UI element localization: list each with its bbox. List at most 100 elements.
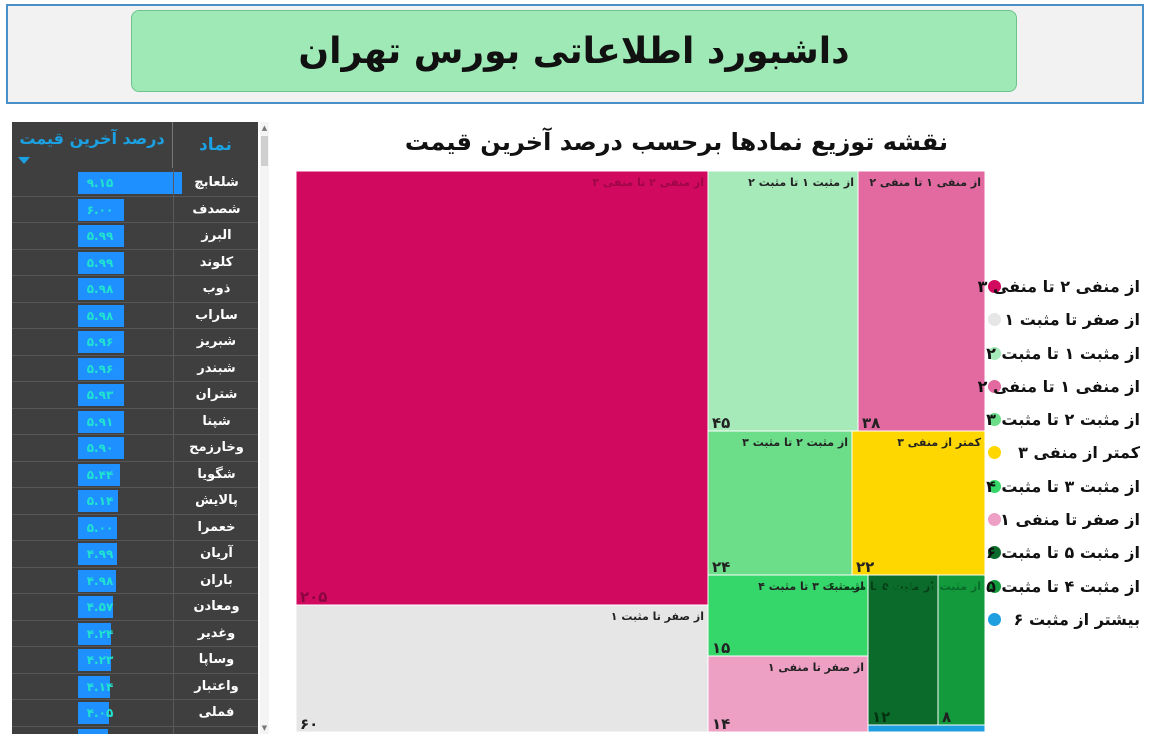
percent-value: ۵.۹۳: [86, 388, 114, 402]
percent-value: ۵.۹۹: [86, 229, 114, 243]
percent-value: ۵.۹۶: [86, 335, 114, 349]
treemap-tile[interactable]: [867, 724, 986, 733]
table-row[interactable]: ۴.۲۴ وغدیر: [12, 620, 258, 647]
table-row[interactable]: ۴.۱۴ واعتبار: [12, 673, 258, 700]
legend-dot: [988, 280, 1001, 293]
legend-item[interactable]: از مثبت ۴ تا مثبت ۵: [984, 572, 1144, 605]
legend-label: از مثبت ۲ تا مثبت ۳: [986, 410, 1140, 430]
chart-title: نقشه توزیع نمادها برحسب درصد آخرین قیمت: [404, 128, 948, 156]
table-row[interactable]: [12, 726, 258, 734]
table-row[interactable]: ۴.۹۸ باران: [12, 567, 258, 594]
symbol-cell: شبندر: [173, 355, 258, 381]
legend-item[interactable]: بیشتر از مثبت ۶: [984, 605, 1144, 638]
legend-label: از مثبت ۵ تا مثبت ۶: [986, 543, 1140, 563]
symbol-cell: واعتبار: [173, 673, 258, 699]
tile-label: کمتر از منفی ۳: [897, 436, 981, 449]
table-row[interactable]: ۵.۹۹ کلوند: [12, 249, 258, 276]
legend-item[interactable]: از منفی ۲ تا منفی ۳: [978, 272, 1144, 305]
legend-item[interactable]: کمتر از منفی ۳: [984, 438, 1144, 471]
symbol-cell: فملی: [173, 700, 258, 726]
treemap-tile[interactable]: [707, 655, 869, 733]
table-scrollbar[interactable]: ▲ ▼: [260, 122, 269, 734]
treemap-tile[interactable]: [295, 170, 709, 606]
percent-value: ۵.۱۴: [86, 494, 114, 508]
table-row[interactable]: ۵.۴۴ شگویا: [12, 461, 258, 488]
legend-item[interactable]: از صفر تا منفی ۱: [984, 505, 1144, 538]
symbol-cell: خعمرا: [173, 514, 258, 540]
legend-label: از صفر تا منفی ۱: [1000, 510, 1140, 530]
scroll-up-icon[interactable]: ▲: [261, 124, 268, 132]
symbol-cell: آریان: [173, 541, 258, 567]
page-title: داشبورد اطلاعاتی بورس تهران: [298, 30, 850, 72]
treemap-tile[interactable]: [707, 574, 869, 657]
table-row[interactable]: ۶.۰۰ شصدف: [12, 196, 258, 223]
table-row[interactable]: ۴.۹۹ آریان: [12, 541, 258, 568]
value-bar: [78, 675, 110, 698]
legend-item[interactable]: از مثبت ۳ تا مثبت ۴: [984, 472, 1144, 505]
table-body: ۹.۱۵ شلعابچ ۶.۰۰ شصدف ۵.۹۹ البرز ۵.۹۹ کلوند ۵.۹۸…: [12, 170, 258, 734]
table-row[interactable]: ۴.۰۵ فملی: [12, 700, 258, 727]
legend-dot: [988, 513, 1001, 527]
percent-value: ۵.۹۹: [86, 255, 114, 270]
tile-count: ۲۲: [856, 558, 874, 576]
table-row[interactable]: ۵.۹۱ شپنا: [12, 408, 258, 435]
symbol-cell: وساپا: [173, 647, 258, 673]
symbol-cell: شصدف: [173, 196, 258, 222]
percent-value: ۵.۹۸: [86, 308, 114, 323]
treemap-tile[interactable]: [867, 574, 939, 726]
value-bar: [78, 278, 125, 300]
chart-legend: از منفی ۲ تا منفی ۳ از صفر تا مثبت ۱ از مث…: [977, 272, 1144, 638]
treemap-tile[interactable]: [707, 430, 853, 576]
legend-item[interactable]: از صفر تا مثبت ۱: [984, 305, 1144, 338]
legend-dot: [988, 413, 1001, 427]
treemap-tile[interactable]: [295, 604, 709, 733]
table-row[interactable]: ۵.۰۰ خعمرا: [12, 514, 258, 541]
treemap-tile[interactable]: [937, 574, 986, 726]
value-bar: [78, 516, 117, 539]
table-row[interactable]: ۵.۹۸ ذوب: [12, 276, 258, 303]
legend-label: از مثبت ۱ تا مثبت ۲: [986, 343, 1140, 363]
treemap-tile[interactable]: [851, 430, 986, 576]
symbol-cell: شبریز: [173, 329, 258, 355]
column-header-symbol[interactable]: نماد: [199, 135, 232, 155]
treemap-tile[interactable]: [707, 170, 859, 432]
table-row[interactable]: ۴.۵۷ ومعادن: [12, 594, 258, 621]
tile-count: ۱۲: [872, 708, 890, 726]
table-row[interactable]: ۵.۹۶ شبریز: [12, 329, 258, 356]
percent-value: ۶.۰۰: [86, 202, 114, 217]
scroll-thumb[interactable]: [261, 136, 268, 166]
legend-label: از صفر تا مثبت ۱: [1004, 310, 1140, 330]
sort-down-icon[interactable]: [18, 157, 30, 164]
legend-label: از منفی ۱ تا منفی ۲: [977, 376, 1140, 396]
table-row[interactable]: ۵.۹۹ البرز: [12, 223, 258, 250]
table-row[interactable]: ۵.۹۸ ساراب: [12, 302, 258, 329]
tile-label: از مثبت ۱ تا مثبت ۲: [748, 176, 854, 189]
percent-value: ۵.۹۰: [86, 441, 114, 455]
legend-item[interactable]: از مثبت ۲ تا مثبت ۳: [984, 405, 1144, 438]
table-row[interactable]: ۵.۹۰ وخارزمح: [12, 435, 258, 462]
scroll-down-icon[interactable]: ▼: [261, 724, 268, 732]
table-row[interactable]: ۵.۱۴ پالایش: [12, 488, 258, 515]
value-bar: [78, 437, 124, 459]
table-row[interactable]: ۵.۹۳ شتران: [12, 382, 258, 409]
legend-label: کمتر از منفی ۳: [1018, 443, 1140, 463]
table-row[interactable]: ۴.۲۳ وساپا: [12, 647, 258, 674]
symbol-table: درصد آخرین قیمت نماد ۹.۱۵ شلعابچ ۶.۰۰ شصدف ۵…: [12, 122, 258, 734]
symbol-cell: شتران: [173, 382, 258, 408]
column-header-percent[interactable]: درصد آخرین قیمت: [12, 122, 173, 168]
treemap-tile[interactable]: [857, 170, 986, 432]
tile-label: از صفر تا منفی ۱: [768, 661, 864, 674]
tile-count: ۱۵: [712, 639, 730, 657]
legend-item[interactable]: از مثبت ۱ تا مثبت ۲: [984, 339, 1144, 372]
symbol-cell: باران: [173, 567, 258, 593]
percent-value: ۵.۴۴: [86, 467, 114, 482]
legend-item[interactable]: از منفی ۱ تا منفی ۲: [977, 372, 1144, 405]
legend-label: بیشتر از مثبت ۶: [1013, 609, 1140, 629]
value-bar: [78, 304, 125, 327]
tile-count: ۶۰: [300, 715, 318, 733]
table-row[interactable]: ۹.۱۵ شلعابچ: [12, 170, 258, 197]
symbol-cell: ساراب: [173, 302, 258, 328]
table-row[interactable]: ۵.۹۶ شبندر: [12, 355, 258, 382]
legend-item[interactable]: از مثبت ۵ تا مثبت ۶: [984, 538, 1144, 571]
